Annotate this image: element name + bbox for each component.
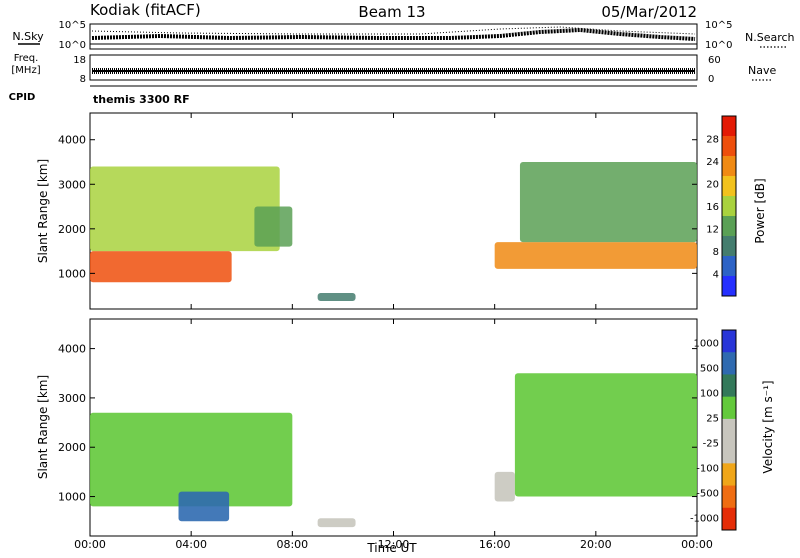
nsearch-tick-bottom: 10^0 [705,40,732,51]
freq-tick-top: 18 [73,55,86,66]
nave-tick-bottom: 0 [708,74,714,85]
x-tick-label: 00:00 [74,538,106,551]
power-panel: 4000 3000 2000 1000 Slant Range [km] [36,112,698,310]
velocity-ylabel: Slant Range [km] [36,375,50,479]
power-colorbar-segment [722,256,736,277]
power-colorbar-segment [722,196,736,217]
x-tick-label: 00:00 [681,538,713,551]
time-axis-label: Time UT [366,541,417,554]
velocity-colorbar-segment [722,352,736,375]
velocity-region-3 [494,471,515,502]
velocity-ytick-label: 2000 [58,441,86,454]
freq-tick-bottom: 8 [80,74,86,85]
velocity-data-marks [90,373,697,528]
beam-title: Beam 13 [358,3,425,21]
nsky-trace [91,27,696,41]
velocity-colorbar-segment [722,485,736,509]
power-region-0 [90,251,232,283]
nsky-tick-bottom: 10^0 [59,40,86,51]
power-colorbar-segment [722,176,736,197]
power-ytick-label: 2000 [58,223,86,236]
velocity-colorbar-segment [722,374,736,398]
velocity-colorbar: 1000 500 100 25 -25 -100 -500 -1000 [690,329,737,531]
date-title: 05/Mar/2012 [601,3,697,21]
power-colorbar-tick: 20 [706,180,719,191]
velocity-ytick-label: 4000 [58,343,86,356]
power-colorbar-tick: 4 [713,270,719,281]
power-ytick-label: 3000 [58,178,86,191]
velocity-colorbar-frame [721,329,737,531]
x-tick-label: 16:00 [479,538,511,551]
power-colorbar-segment [722,156,736,177]
power-ytick-label: 1000 [58,267,86,280]
power-ytick-label: 4000 [58,134,86,147]
nave-tick-top: 60 [708,55,721,66]
nave-label: Nave [748,64,776,77]
power-colorbar-frame [721,115,737,297]
cpid-label: CPID [9,92,36,103]
velocity-ytick-label: 3000 [58,392,86,405]
velocity-colorbar-tick: -100 [696,464,719,475]
power-colorbar-segment [722,136,736,157]
power-colorbar-label: Power [dB] [753,178,767,243]
power-region-1 [90,166,280,252]
x-tick-label: 12:00 [378,538,410,551]
nsearch-tick-top: 10^5 [705,20,732,31]
power-colorbar-tick: 12 [706,225,719,236]
power-y-ticks: 4000 3000 2000 1000 [58,134,697,280]
velocity-colorbar-label: Velocity [m s⁻¹] [761,380,775,473]
freq-label-line2: [MHz] [11,65,40,76]
velocity-colorbar-segment [722,441,736,464]
time-axis: 00:00 04:00 08:00 12:00 16:00 20:00 00:00 [74,113,713,551]
velocity-colorbar-segment [722,418,736,442]
velocity-colorbar-segment [722,507,736,531]
velocity-colorbar-segment [722,463,736,487]
velocity-colorbar-segment [722,396,736,420]
velocity-region-1 [178,491,230,522]
velocity-colorbar-tick: -500 [696,489,719,500]
velocity-y-ticks: 4000 3000 2000 1000 [58,343,697,504]
x-tick-label: 20:00 [580,538,612,551]
freq-panel [89,54,698,81]
velocity-panel: 4000 3000 2000 1000 Slant Range [km] [36,318,698,537]
power-colorbar-segment [722,236,736,257]
freq-label-line1: Freq. [14,53,39,64]
station-title: Kodiak (fitACF) [90,1,201,19]
power-region-3 [317,292,356,301]
velocity-region-0 [90,412,293,507]
velocity-colorbar-tick: -25 [703,439,719,450]
nsky-label: N.Sky [12,30,44,43]
velocity-ytick-label: 1000 [58,491,86,504]
power-colorbar-segment [722,116,736,137]
power-region-5 [519,162,697,243]
x-tick-label: 08:00 [276,538,308,551]
power-data-marks [90,162,697,301]
power-colorbar: 28 24 20 16 12 8 4 [706,115,737,297]
velocity-colorbar-segment [722,330,736,353]
velocity-colorbar-tick: 1000 [694,339,719,350]
velocity-colorbar-tick: 100 [700,389,719,400]
power-colorbar-tick: 8 [713,247,719,258]
nsearch-label: N.Search [745,31,795,44]
power-colorbar-tick: 28 [706,135,719,146]
nsearch-trace [91,26,696,35]
nsky-tick-top: 10^5 [59,20,86,31]
power-region-2 [254,206,293,247]
velocity-colorbar-tick: -1000 [690,514,719,525]
velocity-colorbar-tick: 25 [706,414,719,425]
power-colorbar-segment [722,216,736,237]
cpid-value: themis 3300 RF [93,93,190,106]
power-colorbar-tick: 16 [706,202,719,213]
velocity-region-2 [317,518,356,528]
power-ylabel: Slant Range [km] [36,159,50,263]
power-region-4 [494,242,697,269]
velocity-colorbar-tick: 500 [700,364,719,375]
x-tick-label: 04:00 [175,538,207,551]
power-colorbar-segment [722,276,736,297]
velocity-region-4 [514,373,697,497]
power-colorbar-tick: 24 [706,157,719,168]
